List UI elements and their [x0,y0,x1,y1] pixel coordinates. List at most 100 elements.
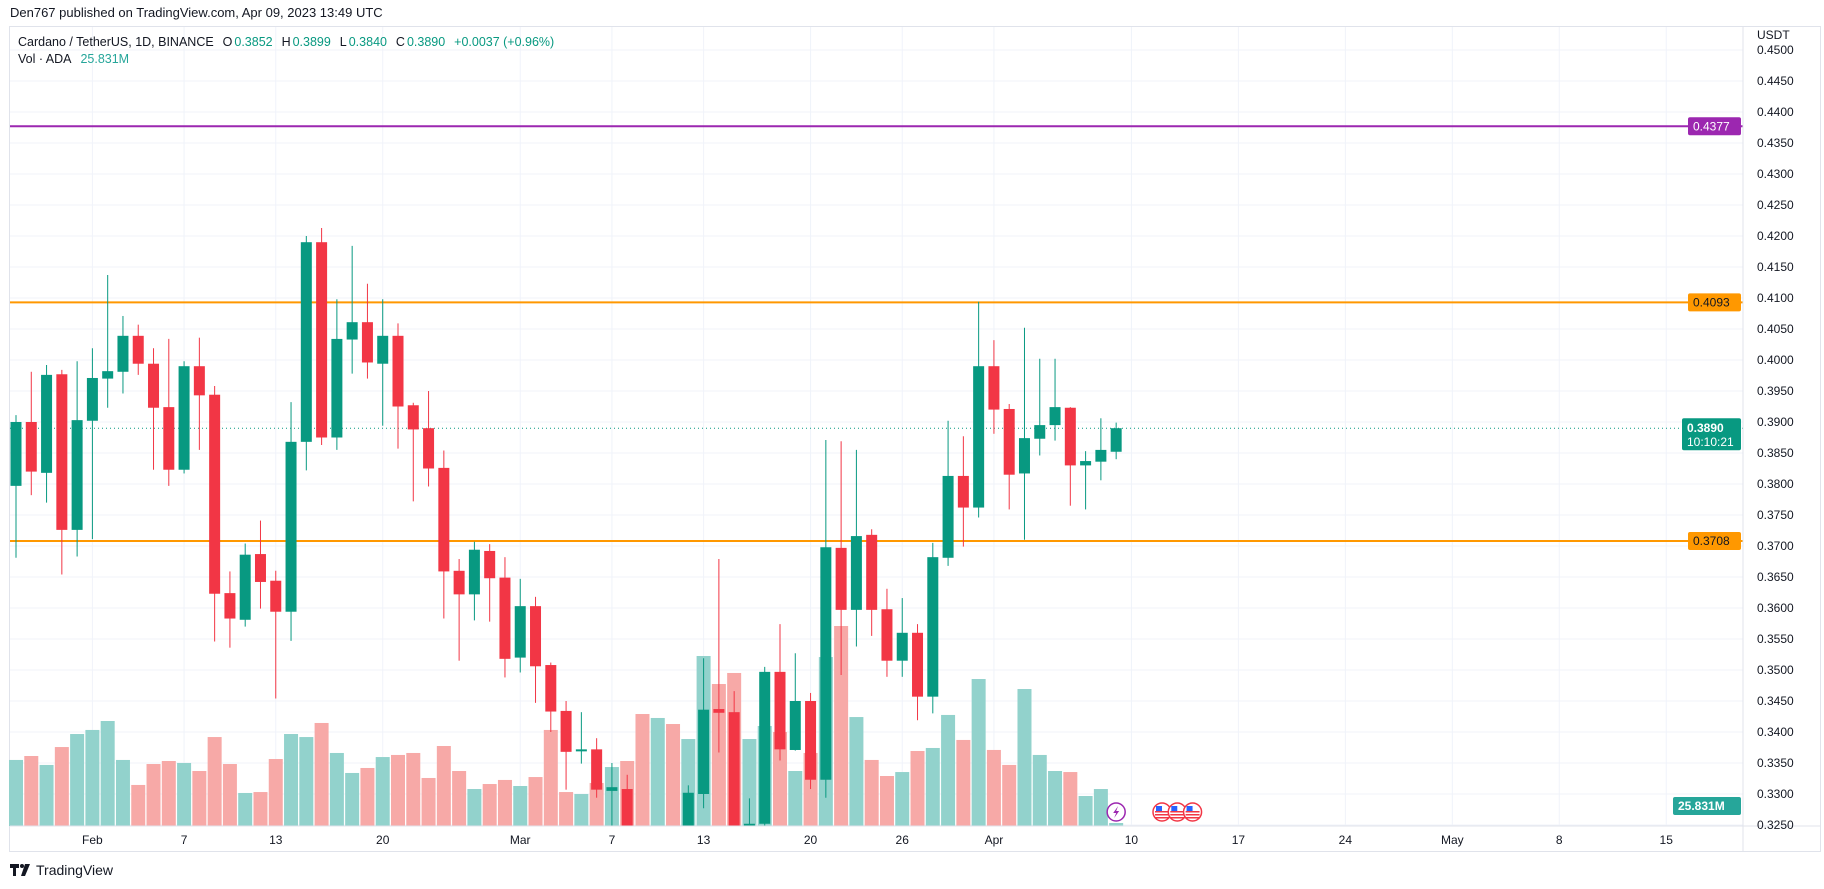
candle[interactable] [438,450,450,619]
volume-bar [192,771,207,826]
candle[interactable] [285,402,297,641]
price-tick-label: 0.3250 [1757,818,1794,832]
change-value: +0.0037 (+0.96%) [454,35,555,49]
candle[interactable] [728,691,740,826]
candle[interactable] [71,361,83,557]
candle[interactable] [392,323,404,449]
candle[interactable] [117,315,129,394]
candle[interactable] [835,441,847,675]
candle[interactable] [942,420,954,566]
candle[interactable] [1034,358,1046,456]
volume-bar [711,684,726,826]
candle-body [820,547,832,780]
candle[interactable] [606,763,618,826]
candle[interactable] [866,529,878,636]
volume-bar [543,729,558,826]
candle[interactable] [254,520,266,609]
candle[interactable] [423,391,435,487]
candle[interactable] [56,369,68,575]
candle-body [132,335,144,364]
candle[interactable] [499,557,511,678]
candle[interactable] [1095,418,1107,481]
price-tick-label: 0.3600 [1757,601,1794,615]
candle[interactable] [10,415,22,558]
candle[interactable] [896,598,908,677]
candle[interactable] [805,692,817,790]
candle-body [530,606,542,667]
candle[interactable] [957,436,969,547]
candle[interactable] [1064,407,1076,506]
candle[interactable] [774,624,786,761]
candle[interactable] [468,541,480,621]
candle[interactable] [25,371,37,496]
candle[interactable] [102,275,114,408]
candle-body [484,550,496,579]
candle[interactable] [316,227,328,445]
time-axis[interactable]: Feb 7 13 20 Mar 7 13 20 26 Apr 10 17 24 May 8 15 [82,833,1673,847]
volume-bar [161,761,176,826]
candle[interactable] [530,596,542,703]
candle[interactable] [820,439,832,798]
candle[interactable] [178,361,190,474]
candle[interactable] [300,236,312,471]
candle[interactable] [682,785,694,826]
candle[interactable] [560,701,572,790]
symbol-title[interactable]: Cardano / TetherUS, 1D, BINANCE [18,35,214,49]
candle[interactable] [377,299,389,426]
candle[interactable] [224,571,236,648]
candle[interactable] [759,666,771,826]
volume-bar [635,714,650,826]
volume-bar [115,759,130,826]
candle[interactable] [514,578,526,673]
candle[interactable] [850,449,862,647]
candle[interactable] [148,348,160,470]
candle[interactable] [1110,422,1122,460]
tradingview-logo[interactable]: TradingView [10,862,113,878]
candle[interactable] [193,337,205,450]
us-flag-icon[interactable] [1182,802,1203,822]
volume-bar [925,747,940,826]
price-tick-label: 0.3900 [1757,415,1794,429]
candle[interactable] [484,544,496,622]
volume-bar [1032,754,1047,826]
price-tick-label: 0.3450 [1757,694,1794,708]
candle[interactable] [927,542,939,714]
candle[interactable] [132,324,144,375]
candle[interactable] [41,364,53,503]
volume-label[interactable]: Vol · ADA [18,52,72,66]
candle[interactable] [881,588,893,677]
candle[interactable] [209,386,221,642]
candle[interactable] [545,662,557,732]
candle[interactable] [346,245,358,374]
candle[interactable] [407,402,419,502]
candle[interactable] [163,338,175,486]
candle[interactable] [361,283,373,379]
candle[interactable] [743,798,755,826]
candle[interactable] [713,559,725,753]
legend-price-row: Cardano / TetherUS, 1D, BINANCE O 0.3852 … [18,34,556,51]
candle[interactable] [988,340,1000,434]
candle[interactable] [1003,404,1015,510]
candle[interactable] [1080,451,1092,510]
candle[interactable] [591,738,603,798]
volume-bar [360,767,375,826]
candle[interactable] [270,570,282,699]
volume-bar [971,679,986,826]
candle[interactable] [912,624,924,721]
candle[interactable] [789,653,801,751]
candle[interactable] [239,543,251,627]
lightning-icon[interactable] [1106,802,1126,822]
candle[interactable] [331,299,343,450]
candle-body [560,710,572,752]
candle[interactable] [575,712,587,764]
candle[interactable] [453,559,465,661]
candle[interactable] [1049,358,1061,441]
us-flag-icon[interactable] [1152,802,1172,822]
candle[interactable] [973,301,985,518]
candle[interactable] [86,348,98,540]
candle[interactable] [1018,327,1030,540]
candle[interactable] [698,658,710,809]
candle[interactable] [621,774,633,826]
price-axis[interactable]: 0.3250 0.3300 0.3350 0.3400 0.3450 0.3500 0.35… [1757,43,1794,832]
